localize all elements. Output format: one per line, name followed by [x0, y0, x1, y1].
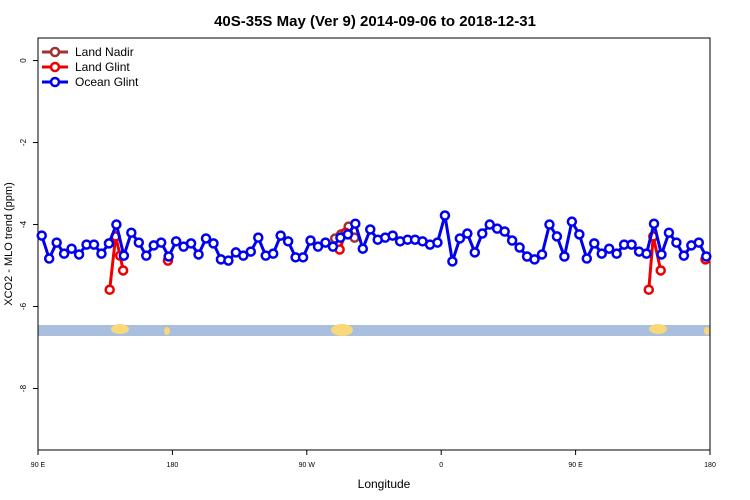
- series-marker: [648, 218, 660, 229]
- series-marker: [297, 252, 309, 263]
- series-marker: [253, 232, 264, 243]
- series-marker: [88, 239, 100, 250]
- series-marker: [312, 241, 324, 252]
- series-marker: [544, 219, 555, 230]
- series-marker: [267, 248, 279, 259]
- y-tick-label: -4: [19, 220, 28, 228]
- x-tick-label: 0: [439, 462, 443, 469]
- series-marker: [327, 241, 339, 252]
- series-marker: [671, 237, 682, 248]
- legend-marker: [49, 46, 61, 58]
- series-marker: [589, 238, 600, 249]
- legend-marker: [49, 76, 61, 88]
- series-marker: [566, 216, 578, 227]
- series-marker: [596, 248, 607, 259]
- series-marker: [432, 237, 443, 248]
- series-marker: [111, 219, 122, 230]
- series-marker: [678, 250, 690, 261]
- series-marker: [603, 243, 615, 254]
- series-marker: [387, 230, 398, 241]
- series-marker: [357, 243, 369, 254]
- series-marker: [96, 248, 107, 259]
- series-marker: [117, 265, 129, 276]
- series-marker: [200, 233, 212, 244]
- series-marker: [118, 250, 130, 261]
- legend-marker: [49, 61, 61, 73]
- series-marker: [58, 248, 70, 259]
- series-marker: [275, 230, 286, 241]
- series-marker: [350, 218, 361, 229]
- series-marker: [365, 224, 376, 235]
- series-marker: [656, 249, 667, 260]
- series-marker: [320, 237, 331, 248]
- x-tick-label: 180: [704, 462, 716, 469]
- x-tick-label: 180: [167, 462, 179, 469]
- series-marker: [155, 237, 167, 248]
- x-tick-label: 90 E: [568, 462, 583, 469]
- series-marker: [439, 210, 451, 221]
- y-axis-label: XCO2 - MLO trend (ppm): [3, 182, 15, 305]
- series-marker: [185, 238, 197, 249]
- series-marker: [51, 237, 62, 248]
- series-marker: [643, 284, 655, 295]
- series-marker: [551, 231, 563, 242]
- series-marker: [66, 243, 77, 254]
- series-marker: [73, 249, 85, 260]
- x-tick-label: 90 E: [31, 462, 46, 469]
- series-marker: [126, 227, 137, 238]
- series-marker: [163, 251, 174, 262]
- series-marker: [574, 229, 585, 240]
- plot-frame: [37, 37, 711, 451]
- series-marker: [536, 249, 548, 260]
- series-marker: [208, 238, 219, 249]
- x-tick-label: 90 W: [299, 462, 316, 469]
- series-marker: [103, 238, 115, 249]
- map-strip: [38, 324, 710, 336]
- legend-label: Land Glint: [75, 60, 130, 74]
- series-marker: [484, 219, 495, 230]
- legend-label: Ocean Glint: [75, 75, 139, 89]
- series-marker: [133, 237, 145, 248]
- series-marker: [245, 246, 257, 257]
- series-marker: [693, 237, 705, 248]
- series-line: [108, 236, 125, 290]
- series-marker: [36, 230, 47, 241]
- series-marker: [655, 265, 666, 276]
- series-marker: [193, 249, 204, 260]
- series-marker: [141, 250, 152, 261]
- series-marker: [506, 235, 518, 246]
- y-tick-label: 0: [19, 58, 28, 63]
- series-marker: [641, 248, 652, 259]
- series-marker: [454, 233, 466, 244]
- series-marker: [238, 250, 249, 261]
- series-marker: [663, 227, 675, 238]
- series-marker: [462, 228, 473, 239]
- series-marker: [43, 253, 55, 264]
- series-marker: [514, 242, 525, 253]
- y-tick-label: -6: [19, 302, 28, 310]
- y-tick-label: -8: [19, 384, 28, 392]
- series-marker: [305, 235, 316, 246]
- x-axis-label: Longitude: [358, 477, 411, 491]
- series-marker: [104, 284, 115, 295]
- series-marker: [581, 253, 593, 264]
- series-marker: [626, 239, 637, 250]
- series-marker: [499, 226, 510, 237]
- series-marker: [611, 248, 622, 259]
- legend-label: Land Nadir: [75, 45, 134, 59]
- series-marker: [469, 247, 481, 258]
- series-marker: [170, 236, 182, 247]
- series-marker: [223, 255, 234, 266]
- y-tick-label: -2: [19, 138, 28, 146]
- series-marker: [701, 251, 712, 262]
- series-marker: [282, 236, 294, 247]
- chart-title: 40S-35S May (Ver 9) 2014-09-06 to 2018-1…: [214, 13, 536, 30]
- series-marker: [529, 254, 540, 265]
- series-marker: [447, 256, 458, 267]
- series-marker: [559, 251, 570, 262]
- series-marker: [342, 229, 354, 240]
- series-marker: [477, 228, 488, 239]
